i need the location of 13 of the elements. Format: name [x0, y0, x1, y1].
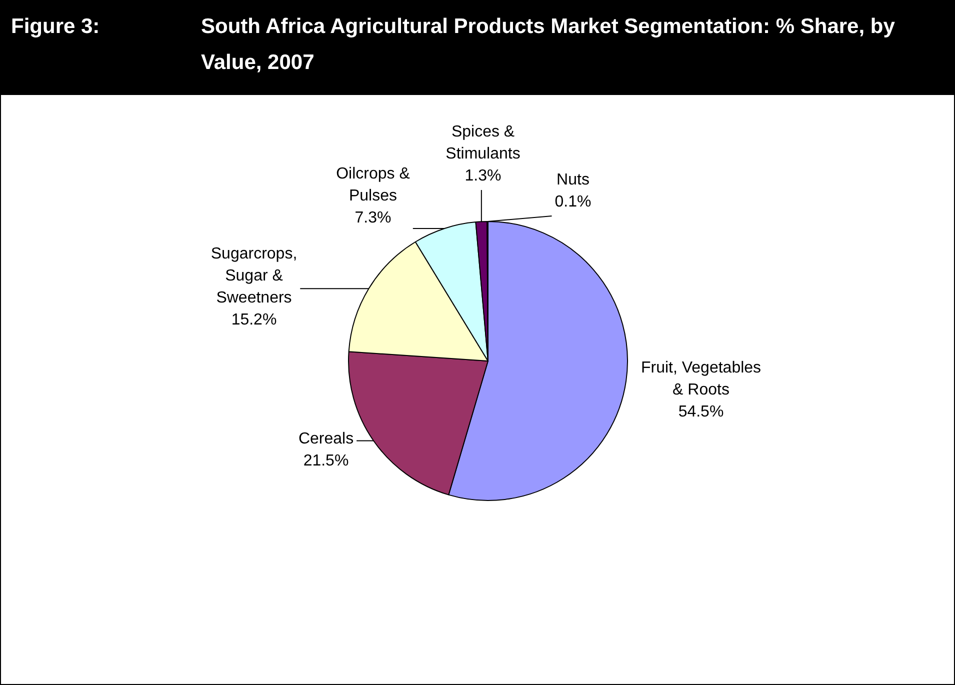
data-label: 15.2% — [231, 311, 277, 328]
data-label: 7.3% — [354, 209, 392, 226]
data-label: 54.5% — [678, 403, 724, 420]
data-label: 0.1% — [554, 193, 592, 210]
slice-label: Sugarcrops, Sugar & Sweetners — [210, 245, 298, 306]
slice-label: Fruit, Vegetables & Roots — [640, 359, 762, 398]
slice-label: Oilcrops & Pulses — [336, 165, 410, 204]
slice-label: Spices & Stimulants — [446, 123, 520, 162]
slice-label: Cereals — [298, 430, 354, 448]
data-label: 21.5% — [303, 452, 349, 470]
chart-title: Figure 3: South Africa Agricultural Products Market Segmentation: % Share, by Value, 2007 — [11, 15, 895, 74]
data-label: 1.3% — [464, 167, 502, 184]
slice-label: Nuts — [556, 171, 590, 188]
